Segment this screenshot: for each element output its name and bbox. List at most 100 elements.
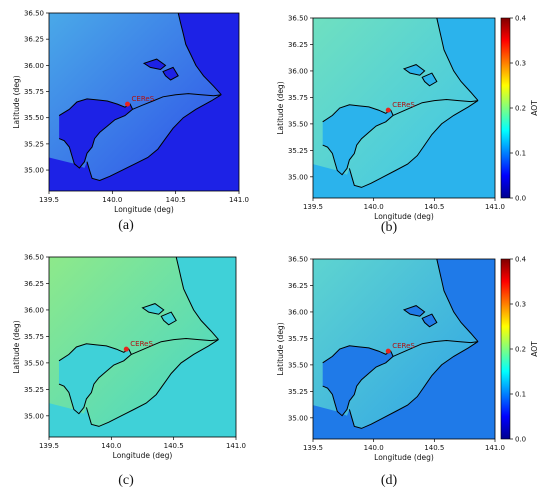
y-tick-label: 36.00 — [24, 306, 44, 314]
lake-outline — [142, 58, 167, 71]
plot-frame — [312, 17, 496, 199]
chiba-coastline — [86, 93, 222, 182]
y-tick-label: 35.75 — [288, 335, 308, 343]
north-coastline — [177, 13, 222, 96]
aot-heatmap — [49, 13, 239, 191]
y-tick-label: 35.50 — [24, 114, 44, 122]
y-tick-label: 36.00 — [24, 62, 44, 70]
aot-heatmap — [313, 18, 495, 198]
lake-outline — [162, 66, 179, 81]
y-tick-label: 36.25 — [24, 36, 44, 44]
y-tick-label: 35.00 — [288, 173, 308, 181]
bay-coastline — [322, 345, 394, 417]
x-tick-label: 141.0 — [485, 444, 505, 452]
colorbar — [500, 258, 511, 440]
site-label: CEReS — [132, 95, 155, 103]
y-tick-label: 36.50 — [288, 256, 308, 264]
panel-caption: (b) — [380, 220, 398, 235]
north-coastline — [175, 257, 219, 340]
colorbar-tick-label: 0.3 — [515, 301, 526, 309]
chiba-coastline — [348, 98, 479, 188]
y-tick-label: 36.00 — [288, 67, 308, 75]
y-tick-label: 36.25 — [288, 282, 308, 290]
y-axis-label: Latitude (deg) — [12, 320, 21, 373]
colorbar-tick-label: 0.4 — [515, 256, 527, 264]
north-coastline — [436, 18, 479, 101]
y-axis-label: Latitude (deg) — [276, 81, 285, 134]
plot-frame — [48, 12, 240, 192]
x-tick-label: 140.0 — [101, 442, 121, 450]
y-tick-label: 35.75 — [288, 94, 308, 102]
bay-area — [59, 98, 133, 168]
x-tick-label: 140.5 — [164, 442, 184, 450]
bay-coastline — [322, 104, 394, 176]
y-tick-label: 36.25 — [24, 280, 44, 288]
x-tick-label: 140.0 — [364, 444, 384, 452]
colorbar-label: AOT — [530, 341, 539, 357]
x-tick-label: 140.0 — [364, 203, 384, 211]
colorbar-tick-label: 0.0 — [515, 436, 526, 444]
y-tick-label: 36.00 — [288, 308, 308, 316]
colorbar-label: AOT — [530, 100, 539, 116]
y-tick-label: 35.00 — [24, 412, 44, 420]
panel-caption: (a) — [118, 218, 134, 233]
lake-outline — [421, 72, 438, 87]
aot-heatmap — [49, 257, 236, 437]
y-tick-label: 35.25 — [24, 140, 44, 148]
chiba-coastline — [348, 339, 479, 429]
chiba-coastline — [85, 337, 219, 427]
lake-outline — [160, 311, 177, 326]
plot-frame — [48, 256, 237, 438]
panel-caption: (c) — [118, 473, 134, 488]
y-tick-label: 35.00 — [288, 414, 308, 422]
y-tick-label: 35.00 — [24, 167, 44, 175]
y-tick-label: 36.50 — [24, 254, 44, 262]
panel-caption: (d) — [380, 473, 398, 488]
x-tick-label: 141.0 — [229, 196, 249, 204]
x-axis-label: Longitude (deg) — [374, 212, 434, 221]
aot-heatmap — [313, 259, 495, 439]
x-tick-label: 140.5 — [166, 196, 186, 204]
map-panel-d: CEReS 139.5 140.0 140.5 141.0 35.00 35.25 35.50… — [276, 256, 539, 463]
colorbar-tick-label: 0.2 — [515, 346, 526, 354]
lake-outline — [141, 303, 165, 315]
x-tick-label: 139.5 — [303, 444, 323, 452]
x-tick-label: 140.5 — [424, 444, 444, 452]
y-axis-label: Latitude (deg) — [276, 322, 285, 375]
bay-coastline — [58, 343, 132, 415]
y-tick-label: 35.75 — [24, 88, 44, 96]
x-tick-label: 140.0 — [102, 196, 122, 204]
x-tick-label: 140.5 — [424, 203, 444, 211]
y-tick-label: 35.25 — [24, 386, 44, 394]
colorbar-tick-label: 0.1 — [515, 150, 526, 158]
site-label: CEReS — [392, 101, 415, 109]
lake-outline — [421, 313, 438, 328]
y-tick-label: 35.75 — [24, 333, 44, 341]
map-panel-b: CEReS 139.5 140.0 140.5 141.0 35.00 35.25 35.50… — [276, 15, 539, 222]
site-marker — [123, 346, 129, 352]
y-tick-label: 35.50 — [24, 359, 44, 367]
y-tick-label: 35.50 — [288, 361, 308, 369]
bay-area — [322, 104, 394, 175]
x-tick-label: 141.0 — [226, 442, 246, 450]
colorbar-tick-label: 0.2 — [515, 105, 526, 113]
x-axis-label: Longitude (deg) — [114, 205, 174, 214]
x-axis-label: Longitude (deg) — [113, 451, 173, 460]
y-tick-label: 35.25 — [288, 147, 308, 155]
colorbar-tick-label: 0.3 — [515, 60, 526, 68]
y-tick-label: 35.25 — [288, 388, 308, 396]
y-tick-label: 35.50 — [288, 120, 308, 128]
colorbar-tick-label: 0.4 — [515, 15, 527, 23]
site-marker — [385, 107, 391, 113]
lake-outline — [402, 305, 426, 317]
plot-frame — [312, 258, 496, 440]
x-tick-label: 141.0 — [485, 203, 505, 211]
colorbar-tick-label: 0.1 — [515, 391, 526, 399]
north-coastline — [436, 259, 479, 342]
x-tick-label: 139.5 — [303, 203, 323, 211]
y-tick-label: 36.25 — [288, 41, 308, 49]
map-panel-c: CEReS 139.5 140.0 140.5 141.0 35.00 35.25 35.50… — [12, 254, 246, 461]
x-tick-label: 139.5 — [39, 442, 59, 450]
site-marker — [125, 101, 131, 107]
